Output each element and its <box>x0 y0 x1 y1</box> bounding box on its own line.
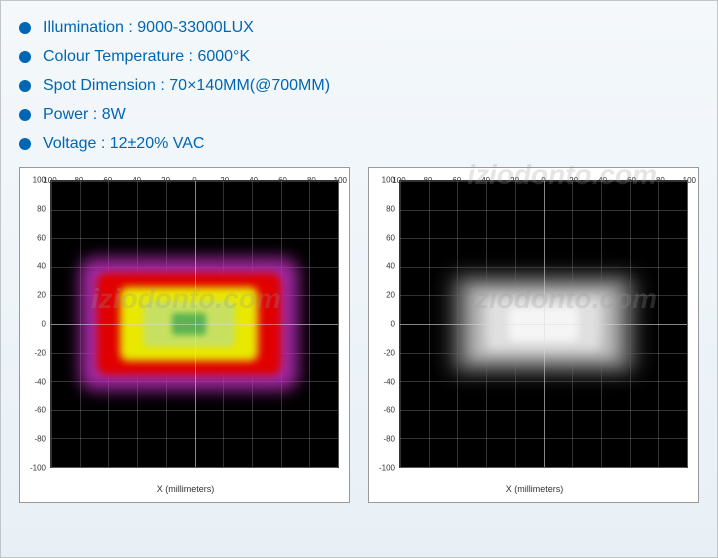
spec-item: Colour Temperature : 6000°K <box>19 48 699 66</box>
spec-item: Spot Dimension : 70×140MM(@700MM) <box>19 77 699 95</box>
spec-text: Spot Dimension : 70×140MM(@700MM) <box>43 77 330 95</box>
charts-row: 100806040200-20-40-60-80-100100806040200… <box>19 167 699 503</box>
spec-item: Illumination : 9000-33000LUX <box>19 19 699 37</box>
spec-item: Voltage : 12±20% VAC <box>19 135 699 153</box>
bullet-icon <box>19 80 31 92</box>
spec-text: Power : 8W <box>43 106 126 124</box>
x-axis-label: X (millimeters) <box>506 484 564 494</box>
color-heatmap-chart: 100806040200-20-40-60-80-100100806040200… <box>19 167 350 503</box>
bullet-icon <box>19 109 31 121</box>
gray-heatmap-chart: 100806040200-20-40-60-80-100100806040200… <box>368 167 699 503</box>
spec-text: Illumination : 9000-33000LUX <box>43 19 254 37</box>
bullet-icon <box>19 22 31 34</box>
x-axis-label: X (millimeters) <box>157 484 215 494</box>
spec-text: Colour Temperature : 6000°K <box>43 48 250 66</box>
bullet-icon <box>19 51 31 63</box>
spec-item: Power : 8W <box>19 106 699 124</box>
spec-text: Voltage : 12±20% VAC <box>43 135 204 153</box>
specs-list: Illumination : 9000-33000LUX Colour Tempe… <box>19 19 699 153</box>
bullet-icon <box>19 138 31 150</box>
